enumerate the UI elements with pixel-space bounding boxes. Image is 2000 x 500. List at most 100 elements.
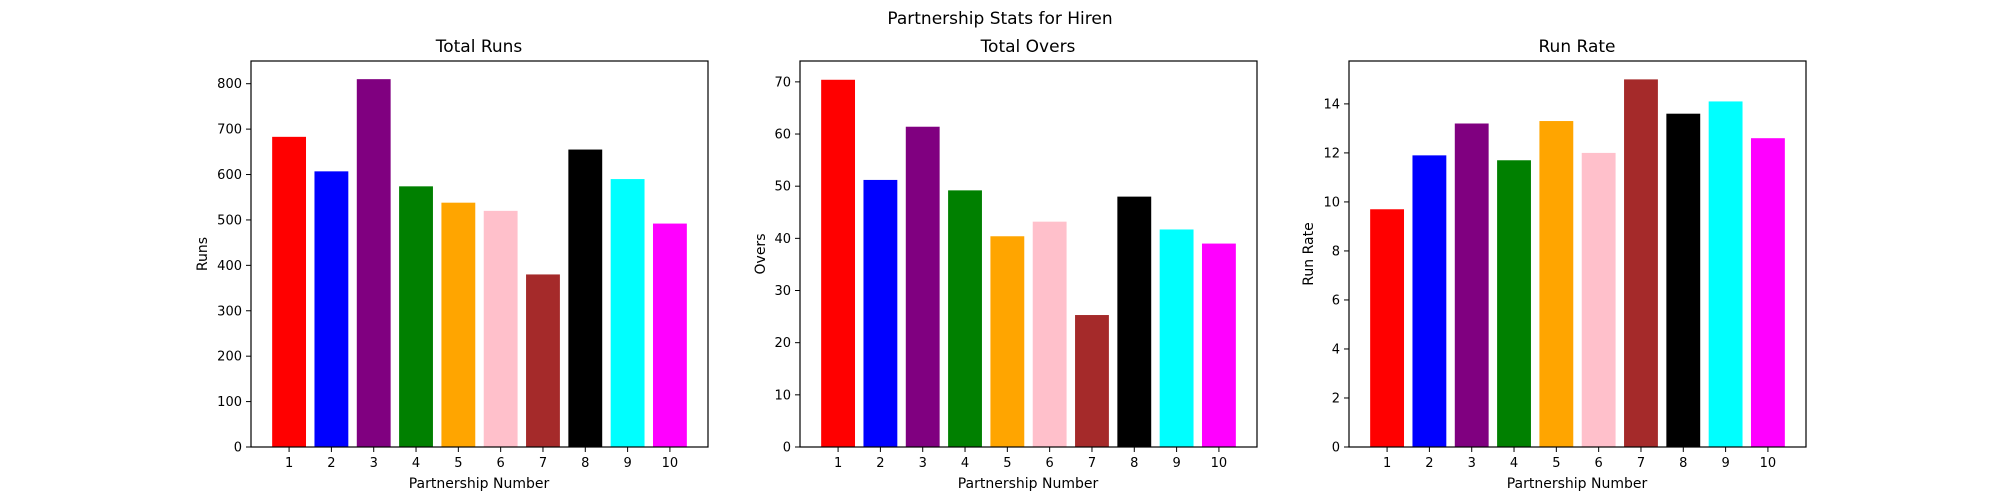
bar-4 [1497, 160, 1531, 447]
x-tick-label: 8 [1130, 456, 1138, 471]
x-tick-label: 2 [327, 456, 335, 471]
y-tick-label: 20 [774, 336, 791, 351]
y-tick-label: 700 [217, 123, 242, 138]
bar-7 [526, 274, 560, 447]
x-tick-label: 8 [1679, 456, 1687, 471]
panel-title: Total Runs [435, 37, 523, 57]
x-tick-label: 10 [1211, 456, 1228, 471]
y-tick-label: 400 [217, 259, 242, 274]
y-tick-label: 0 [234, 441, 242, 456]
bar-9 [1708, 101, 1743, 447]
x-tick-label: 1 [1383, 456, 1391, 471]
bar-7 [1075, 315, 1109, 447]
panel-run-rate: Run Rate Partnership Number Run Rate 0 2 4… [1301, 37, 1807, 492]
x-tick-label: 7 [1637, 456, 1645, 471]
y-tick-label: 100 [217, 395, 242, 410]
x-tick-label: 3 [370, 456, 378, 471]
x-tick-label: 3 [1468, 456, 1476, 471]
bar-8 [1666, 113, 1701, 447]
bar-8 [1117, 196, 1152, 447]
x-tick-label: 3 [919, 456, 927, 471]
x-tick-label: 2 [1425, 456, 1433, 471]
x-tick-label: 6 [497, 456, 505, 471]
y-tick-label: 30 [774, 284, 791, 299]
bar-6 [1032, 221, 1067, 447]
x-tick-label: 5 [1552, 456, 1560, 471]
x-tick-label: 6 [1595, 456, 1603, 471]
plot-frame [799, 60, 1258, 448]
x-axis-label: Partnership Number [958, 476, 1099, 492]
plot-frame [250, 60, 709, 448]
bar-7 [1624, 79, 1658, 447]
plot-frame [1348, 60, 1807, 448]
x-tick-label: 4 [961, 456, 969, 471]
bar-3 [356, 79, 391, 447]
x-tick-label: 9 [1172, 456, 1180, 471]
bar-9 [1159, 229, 1194, 447]
bar-4 [948, 190, 982, 448]
x-tick-label: 2 [876, 456, 884, 471]
x-tick-label: 4 [1510, 456, 1518, 471]
y-tick-label: 10 [774, 388, 791, 403]
x-ticks: 1 2 3 4 5 6 7 8 9 10 [285, 447, 678, 471]
bars [821, 79, 1236, 448]
x-ticks: 1 2 3 4 5 6 7 8 9 10 [1383, 447, 1776, 471]
panel-total-overs: Total Overs Partnership Number Overs 010… [753, 37, 1258, 492]
bar-1 [272, 136, 307, 447]
y-tick-label: 0 [1332, 441, 1340, 456]
y-ticks: 0 100 200 300 400 500 600 700 800 [217, 77, 251, 456]
bar-10 [1201, 243, 1236, 447]
y-tick-label: 12 [1323, 146, 1340, 161]
x-tick-label: 5 [454, 456, 462, 471]
bars [1370, 79, 1785, 448]
y-ticks: 0 10 20 30 40 50 60 70 [774, 75, 800, 456]
panel-total-runs: Total Runs Partnership Number Runs 0 100 2… [195, 37, 709, 492]
y-axis-label: Overs [753, 234, 769, 275]
panel-title: Run Rate [1539, 37, 1616, 57]
bar-5 [441, 202, 476, 447]
bar-3 [905, 126, 940, 447]
y-tick-label: 600 [217, 168, 242, 183]
x-axis-label: Partnership Number [1507, 476, 1648, 492]
y-tick-label: 70 [774, 75, 791, 90]
bar-2 [863, 179, 898, 447]
x-tick-label: 5 [1003, 456, 1011, 471]
y-tick-label: 0 [783, 441, 791, 456]
x-tick-label: 9 [1721, 456, 1729, 471]
y-axis-label: Runs [195, 237, 211, 271]
bar-3 [1454, 123, 1489, 447]
bar-10 [1750, 138, 1785, 447]
bars [272, 79, 687, 448]
y-tick-label: 4 [1332, 342, 1340, 357]
y-tick-label: 8 [1332, 244, 1340, 259]
y-tick-label: 10 [1323, 195, 1340, 210]
bar-8 [568, 149, 603, 448]
y-tick-label: 14 [1323, 97, 1340, 112]
y-tick-label: 6 [1332, 293, 1340, 308]
x-axis-label: Partnership Number [409, 476, 550, 492]
bar-5 [990, 236, 1025, 447]
bar-4 [399, 186, 433, 447]
bar-6 [483, 210, 518, 447]
bar-10 [652, 223, 687, 447]
x-tick-label: 8 [581, 456, 589, 471]
y-tick-label: 60 [774, 128, 791, 143]
x-tick-label: 7 [1088, 456, 1096, 471]
x-tick-label: 7 [539, 456, 547, 471]
y-tick-label: 200 [217, 350, 242, 365]
panel-title: Total Overs [980, 37, 1076, 57]
x-tick-label: 1 [285, 456, 293, 471]
x-tick-label: 1 [834, 456, 842, 471]
x-tick-label: 4 [412, 456, 420, 471]
x-tick-label: 10 [1760, 456, 1777, 471]
x-tick-label: 6 [1046, 456, 1054, 471]
y-tick-label: 40 [774, 232, 791, 247]
y-tick-label: 50 [774, 180, 791, 195]
x-ticks: 1 2 3 4 5 6 7 8 9 10 [834, 447, 1227, 471]
y-tick-label: 800 [217, 77, 242, 92]
y-axis-label: Run Rate [1301, 222, 1317, 285]
bar-9 [610, 179, 645, 447]
bar-1 [1370, 209, 1405, 447]
y-tick-label: 300 [217, 304, 242, 319]
